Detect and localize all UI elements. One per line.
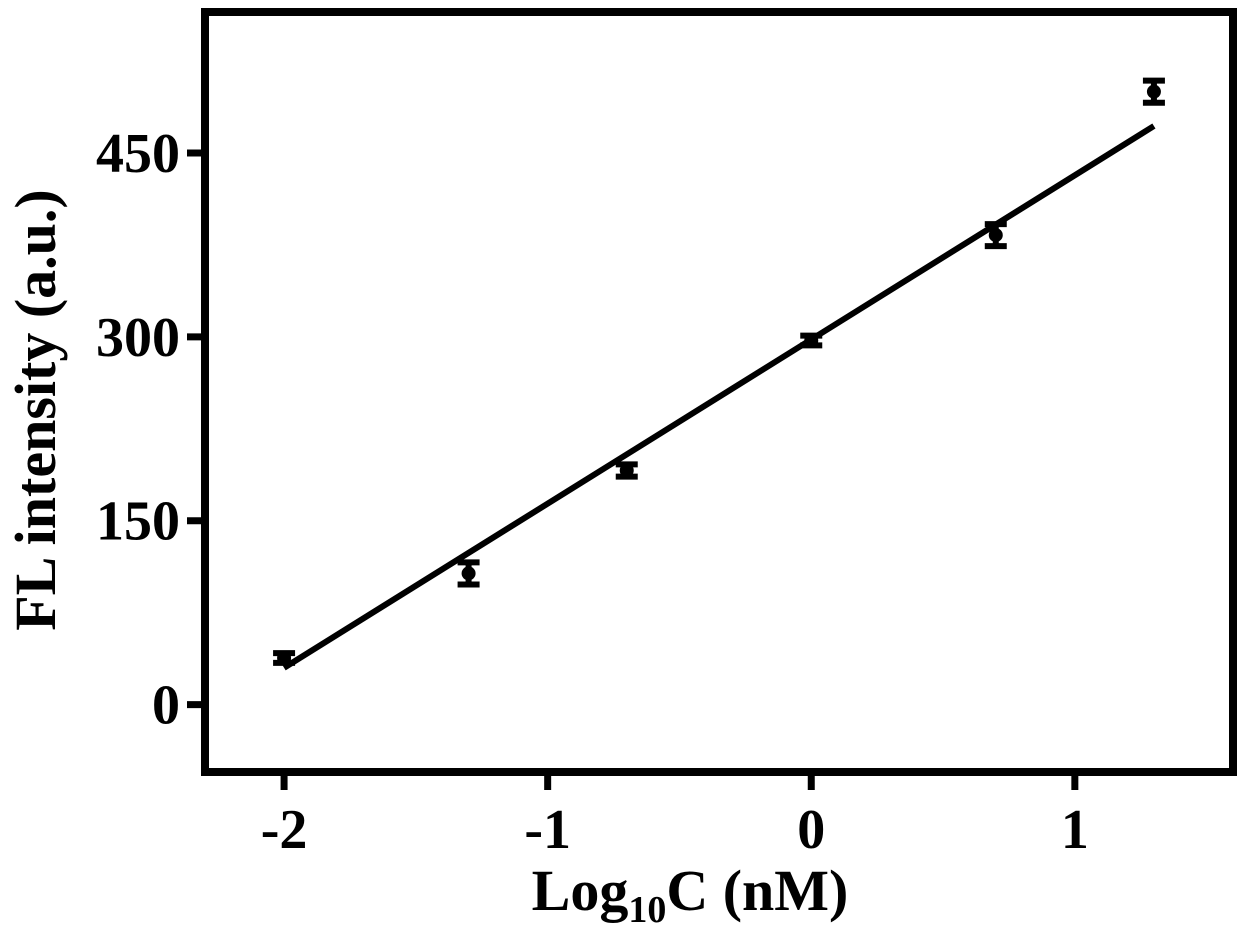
y-axis-title: FL intensity (a.u.) (3, 189, 68, 631)
data-point (273, 651, 295, 665)
point-marker (462, 566, 476, 580)
y-tick-label: 0 (152, 675, 180, 737)
point-marker (277, 651, 291, 665)
fit-line (284, 126, 1154, 668)
x-axis-title: Log10C (nM) (532, 858, 849, 930)
y-tick-label: 150 (96, 491, 180, 553)
x-tick-label: -1 (524, 799, 571, 861)
y-tick-label: 300 (96, 307, 180, 369)
x-tick-label: 0 (797, 799, 825, 861)
x-tick-label: -2 (261, 799, 308, 861)
x-axis: -2 -1 0 1 (261, 772, 1089, 861)
point-marker (804, 334, 818, 348)
plot-frame (205, 12, 1233, 772)
point-marker (1147, 85, 1161, 99)
data-point (1143, 81, 1165, 103)
data-point (800, 334, 822, 348)
point-marker (989, 228, 1003, 242)
point-marker (620, 463, 634, 477)
data-points (273, 81, 1165, 665)
y-axis: 0 150 300 450 (96, 123, 205, 737)
data-point (458, 562, 480, 584)
y-tick-label: 450 (96, 123, 180, 185)
x-tick-label: 1 (1061, 799, 1089, 861)
data-point (616, 463, 638, 477)
